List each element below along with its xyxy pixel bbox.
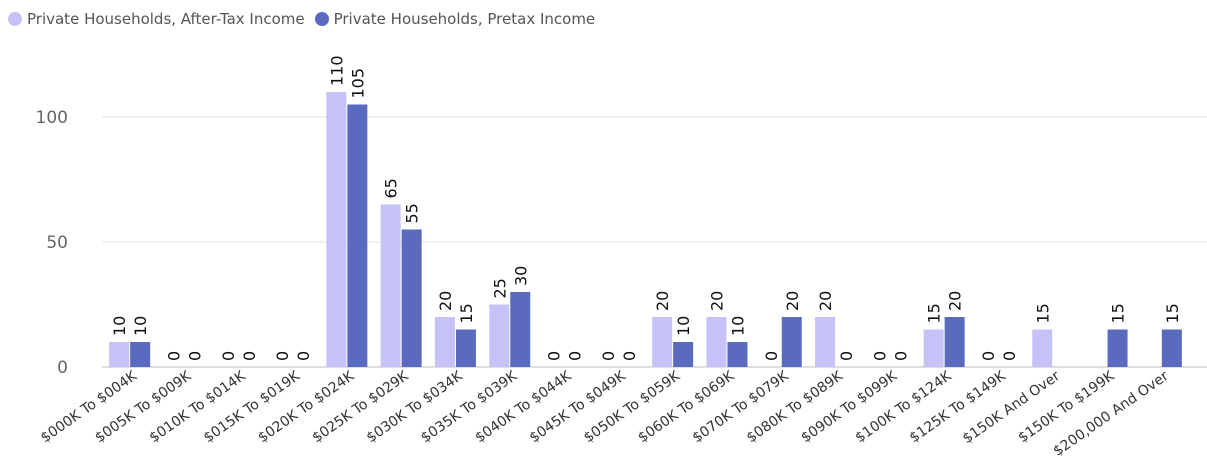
data-label: 10 bbox=[131, 316, 150, 336]
data-label: 20 bbox=[653, 291, 672, 311]
data-label: 15 bbox=[1033, 303, 1052, 323]
data-label: 0 bbox=[566, 351, 585, 361]
x-tick-label: $045K To $049K bbox=[527, 368, 630, 447]
data-label: 0 bbox=[837, 351, 856, 361]
data-label: 0 bbox=[891, 351, 910, 361]
y-axis-ticks: 0 50 100 bbox=[36, 108, 68, 378]
x-tick-label: $080K To $089K bbox=[744, 368, 847, 447]
bar-after-tax[interactable] bbox=[815, 317, 836, 367]
data-label: 0 bbox=[273, 351, 292, 361]
bar-after-tax[interactable] bbox=[489, 304, 510, 368]
bar-after-tax[interactable] bbox=[434, 317, 455, 367]
data-label: 20 bbox=[783, 291, 802, 311]
data-label: 10 bbox=[110, 316, 129, 336]
x-tick-label: $015K To $019K bbox=[201, 368, 304, 447]
data-label: 0 bbox=[294, 351, 313, 361]
x-tick-label: $010K To $014K bbox=[147, 368, 250, 447]
data-label: 15 bbox=[457, 303, 476, 323]
bar-after-tax[interactable] bbox=[380, 204, 401, 368]
data-label: 15 bbox=[925, 303, 944, 323]
data-label: 0 bbox=[219, 351, 238, 361]
data-label: 0 bbox=[1000, 351, 1019, 361]
data-label: 20 bbox=[946, 291, 965, 311]
data-label: 110 bbox=[327, 55, 346, 86]
y-tick-label: 50 bbox=[46, 233, 68, 253]
data-label: 30 bbox=[511, 266, 530, 286]
bar-after-tax[interactable] bbox=[326, 92, 347, 367]
x-tick-label: $000K To $004K bbox=[38, 368, 141, 447]
bar-pretax[interactable] bbox=[401, 229, 422, 368]
x-tick-label: $020K To $024K bbox=[255, 368, 358, 447]
bar-pretax[interactable] bbox=[455, 329, 476, 368]
x-tick-label: $040K To $044K bbox=[472, 368, 575, 447]
data-label: 0 bbox=[762, 351, 781, 361]
bar-pretax[interactable] bbox=[673, 342, 694, 367]
data-label: 0 bbox=[164, 351, 183, 361]
x-tick-label: $060K To $069K bbox=[635, 368, 738, 447]
x-tick-label: $035K To $039K bbox=[418, 368, 521, 447]
legend-label-pretax: Private Households, Pretax Income bbox=[333, 10, 596, 28]
bars bbox=[109, 92, 1182, 367]
data-label: 20 bbox=[436, 291, 455, 311]
data-label: 15 bbox=[1109, 303, 1128, 323]
legend-item-after-tax[interactable]: Private Households, After-Tax Income bbox=[8, 10, 305, 28]
legend-label-after-tax: Private Households, After-Tax Income bbox=[27, 10, 305, 28]
x-tick-label: $100K To $124K bbox=[852, 368, 955, 447]
legend-marker-pretax bbox=[314, 12, 329, 26]
y-tick-label: 0 bbox=[57, 358, 68, 378]
data-label: 10 bbox=[674, 316, 693, 336]
data-label: 0 bbox=[599, 351, 618, 361]
legend-item-pretax[interactable]: Private Households, Pretax Income bbox=[314, 10, 596, 28]
bar-after-tax[interactable] bbox=[706, 317, 727, 367]
bar-after-tax[interactable] bbox=[1032, 329, 1053, 368]
bar-after-tax[interactable] bbox=[109, 342, 130, 367]
data-label: 0 bbox=[870, 351, 889, 361]
x-tick-label: $125K To $149K bbox=[907, 368, 1010, 447]
data-label: 105 bbox=[348, 68, 367, 99]
bar-pretax[interactable] bbox=[727, 342, 748, 367]
bar-pretax[interactable] bbox=[130, 342, 151, 367]
bar-pretax[interactable] bbox=[944, 317, 965, 367]
x-tick-label: $030K To $034K bbox=[364, 368, 467, 447]
data-label: 20 bbox=[707, 291, 726, 311]
bar-pretax[interactable] bbox=[1107, 329, 1128, 368]
bar-pretax[interactable] bbox=[510, 292, 531, 367]
x-tick-label: $090K To $099K bbox=[798, 368, 901, 447]
data-label: 65 bbox=[382, 178, 401, 198]
x-tick-label: $005K To $009K bbox=[92, 368, 195, 447]
x-tick-label: $150K And Over bbox=[960, 368, 1063, 447]
data-label: 55 bbox=[403, 203, 422, 223]
x-axis-ticks: $000K To $004K$005K To $009K$010K To $01… bbox=[38, 368, 1172, 460]
data-label: 15 bbox=[1163, 303, 1182, 323]
bar-pretax[interactable] bbox=[347, 104, 368, 368]
x-tick-label: $070K To $079K bbox=[690, 368, 793, 447]
legend: Private Households, After-Tax Income Pri… bbox=[8, 8, 605, 30]
data-label: 0 bbox=[979, 351, 998, 361]
data-label: 20 bbox=[816, 291, 835, 311]
bar-after-tax[interactable] bbox=[923, 329, 944, 368]
bar-after-tax[interactable] bbox=[652, 317, 673, 367]
legend-marker-after-tax bbox=[8, 12, 22, 26]
bar-pretax[interactable] bbox=[1161, 329, 1182, 368]
data-label: 25 bbox=[490, 278, 509, 298]
data-label: 10 bbox=[728, 316, 747, 336]
x-tick-label: $050K To $059K bbox=[581, 368, 684, 447]
x-tick-label: $025K To $029K bbox=[309, 368, 412, 447]
bar-pretax[interactable] bbox=[781, 317, 802, 367]
data-label: 0 bbox=[185, 351, 204, 361]
data-label: 0 bbox=[545, 351, 564, 361]
data-label: 0 bbox=[620, 351, 639, 361]
data-label: 0 bbox=[240, 351, 259, 361]
y-tick-label: 100 bbox=[36, 108, 68, 128]
